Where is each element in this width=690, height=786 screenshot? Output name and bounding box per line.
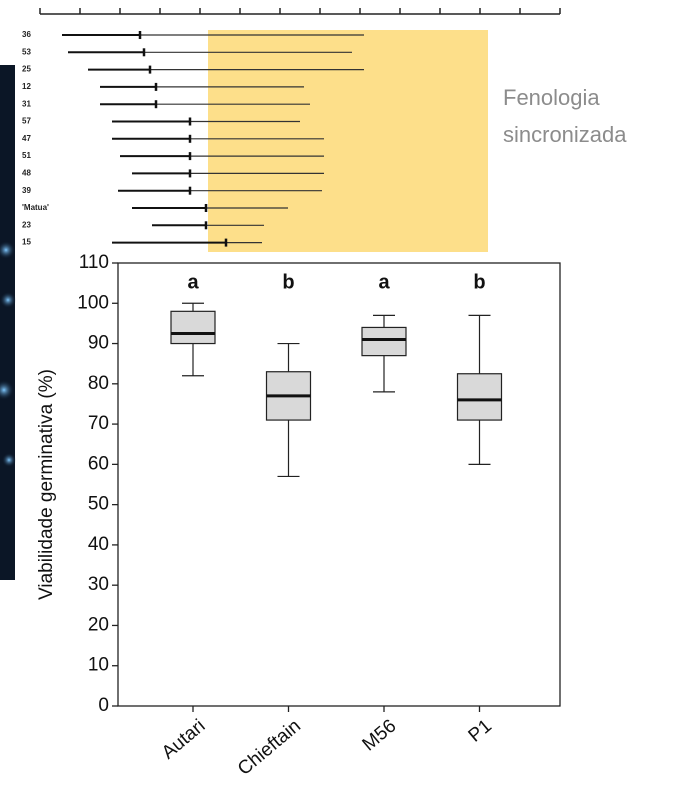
y-axis-label: Viabilidade germinativa (%) [36,369,57,600]
row-label: 15 [22,238,31,247]
box [361,326,407,357]
group-letter: a [187,271,199,293]
x-tick-label: Autari [158,716,210,764]
annotation: sincronizada [503,122,627,147]
row-label: 53 [22,47,31,56]
x-tick-label: M56 [359,716,401,756]
x-tick-label: P1 [465,716,496,747]
row-label: 51 [22,151,31,160]
row-label: 23 [22,220,31,229]
row-label: 48 [22,169,31,178]
phenology-chart: 36 53 25 12 31 57 47 51 48 39 'Matua' 23 15 Fenologia… [22,8,627,252]
y-tick-label: 50 [88,494,109,515]
row-label: 'Matua' [22,203,49,212]
y-tick-label: 90 [88,333,109,354]
plot-frame [117,262,561,707]
y-tick-label: 110 [79,252,109,273]
y-tick-label: 100 [77,292,109,313]
box [170,310,216,345]
box [456,373,503,421]
y-tick-label: 70 [88,413,109,434]
row-label: 25 [22,65,31,74]
highlight-region [208,30,488,252]
background-photo [0,65,16,580]
row-label: 47 [22,134,31,143]
row-label: 57 [22,117,31,126]
group-letter: b [473,271,485,293]
row-label: 36 [22,30,31,39]
y-tick-label: 20 [88,614,109,635]
box-plot: 0 10 20 30 40 50 60 70 80 90 100 110 Viabilidade ger… [36,252,561,780]
annotation: Fenologia [503,85,600,110]
y-tick-label: 40 [88,534,109,555]
row-label: 31 [22,99,31,108]
y-tick-label: 80 [88,373,109,394]
y-tick-label: 60 [88,453,109,474]
y-tick-label: 10 [88,655,109,676]
group-letter: b [282,271,294,293]
x-tick-label: Chieftain [234,716,305,780]
group-letter: a [378,271,390,293]
row-label: 39 [22,186,31,195]
row-label: 12 [22,82,31,91]
y-tick-label: 30 [88,574,109,595]
y-tick-label: 0 [98,695,109,716]
